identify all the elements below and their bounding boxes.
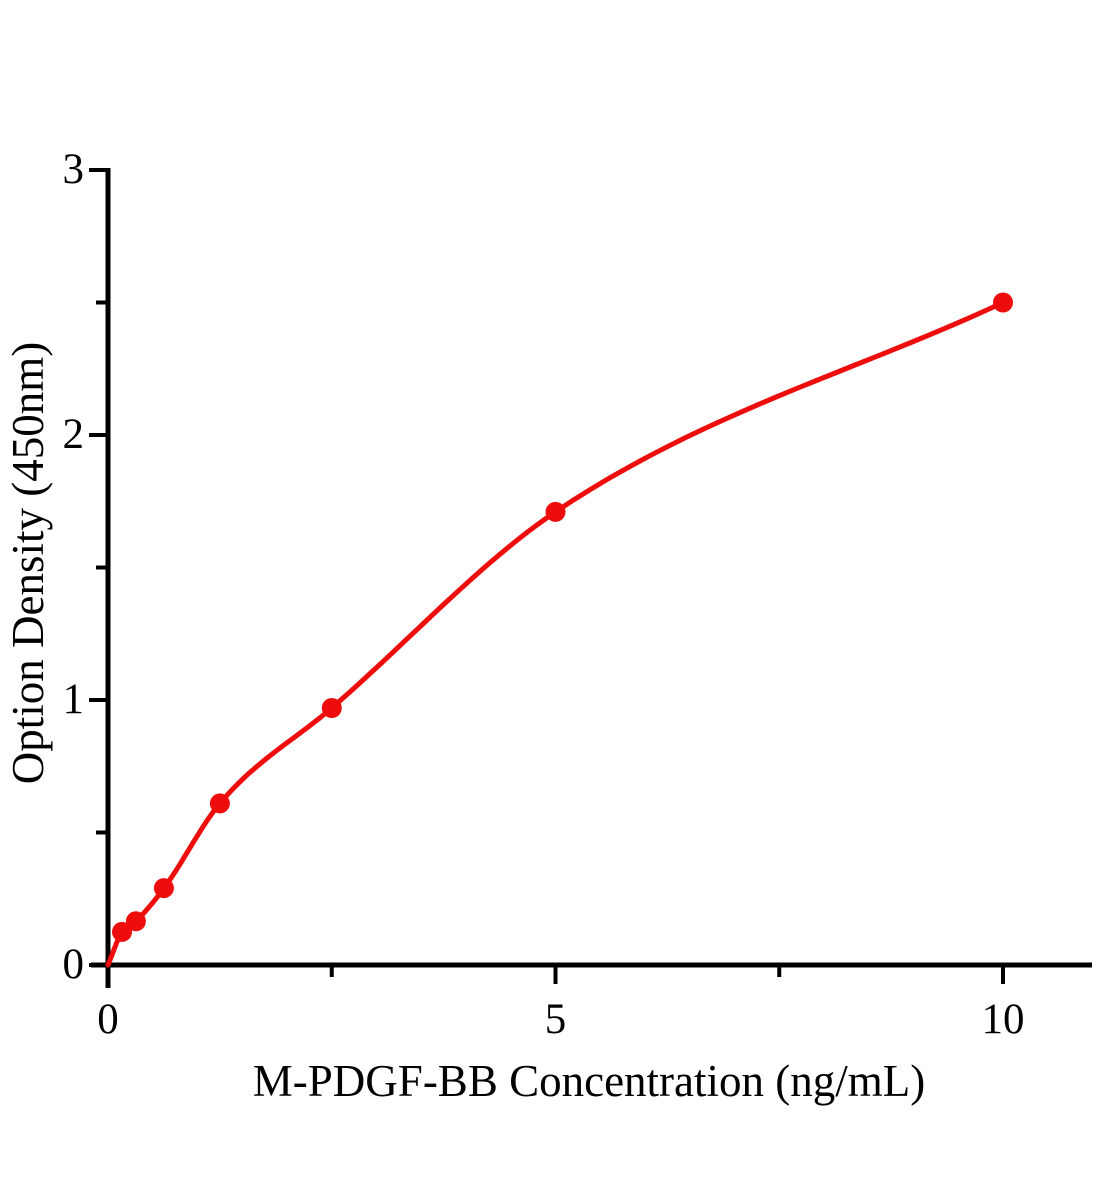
data-point <box>545 501 566 522</box>
x-tick-label: 10 <box>981 996 1025 1043</box>
data-point <box>112 921 132 942</box>
data-point <box>993 292 1013 313</box>
y-tick-label: 0 <box>62 941 85 988</box>
data-point <box>153 878 174 899</box>
y-tick-label: 3 <box>62 146 85 193</box>
y-tick-label: 2 <box>62 411 85 458</box>
x-tick-label: 0 <box>97 996 119 1043</box>
data-point <box>209 793 230 814</box>
data-point <box>321 698 342 718</box>
x-tick-label: 5 <box>544 996 567 1043</box>
standard-curve-line <box>105 300 1006 968</box>
y-tick-label: 1 <box>62 676 85 723</box>
x-axis-title: M-PDGF-BB Concentration (ng/mL) <box>252 1056 926 1106</box>
y-axis-title: Option Density (450nm) <box>3 341 53 785</box>
data-point <box>125 911 146 932</box>
